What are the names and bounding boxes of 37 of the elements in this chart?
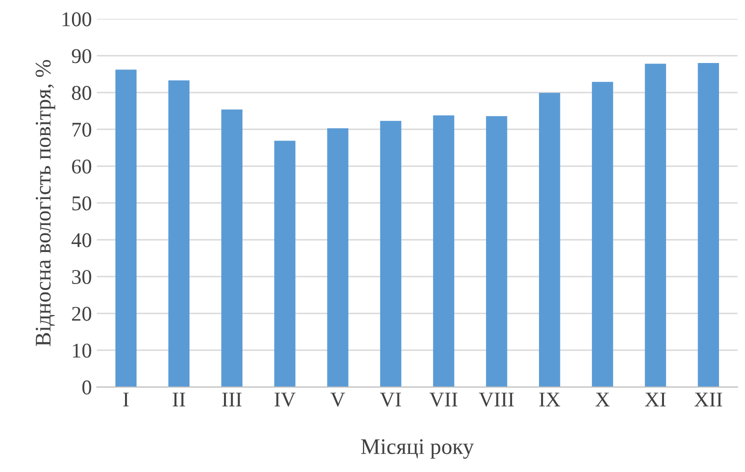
bar (433, 115, 454, 388)
y-tick-label: 60 (72, 160, 92, 174)
y-tick-label: 20 (72, 306, 92, 321)
bar (644, 64, 666, 388)
x-tick-label: IV (274, 392, 296, 407)
x-tick-label: III (222, 392, 242, 406)
x-tick-label: I (123, 392, 129, 406)
bar (327, 128, 348, 388)
bar (221, 109, 242, 388)
bar (486, 116, 508, 388)
bar (274, 140, 296, 388)
bar (380, 120, 402, 388)
x-tick-label: XII (694, 392, 722, 406)
x-tick-label: VIII (478, 392, 514, 407)
y-axis-title: Відносна вологість повітря, % (36, 60, 56, 346)
bar (115, 70, 137, 388)
y-tick-label: 100 (62, 12, 92, 26)
x-tick-label: V (330, 392, 346, 407)
bar (698, 63, 720, 388)
x-axis-title: Місяці року (361, 439, 474, 459)
y-tick-label: 0 (82, 380, 92, 394)
bar (538, 92, 560, 388)
x-tick-label: II (172, 392, 186, 406)
y-tick-label: 90 (72, 49, 92, 64)
x-tick-label: X (595, 392, 610, 406)
x-tick-label: IX (539, 392, 560, 406)
y-tick-label: 10 (72, 344, 92, 358)
y-tick-label: 70 (72, 122, 92, 137)
y-tick-label: 50 (72, 196, 92, 210)
y-tick-label: 80 (72, 86, 92, 100)
x-tick-label: VI (380, 392, 401, 407)
y-tick-label: 30 (72, 270, 92, 284)
bar (168, 80, 190, 388)
bar (592, 82, 614, 388)
x-tick-label: XI (644, 392, 666, 406)
y-tick-label: 40 (72, 233, 92, 248)
x-tick-label: VII (429, 392, 458, 407)
